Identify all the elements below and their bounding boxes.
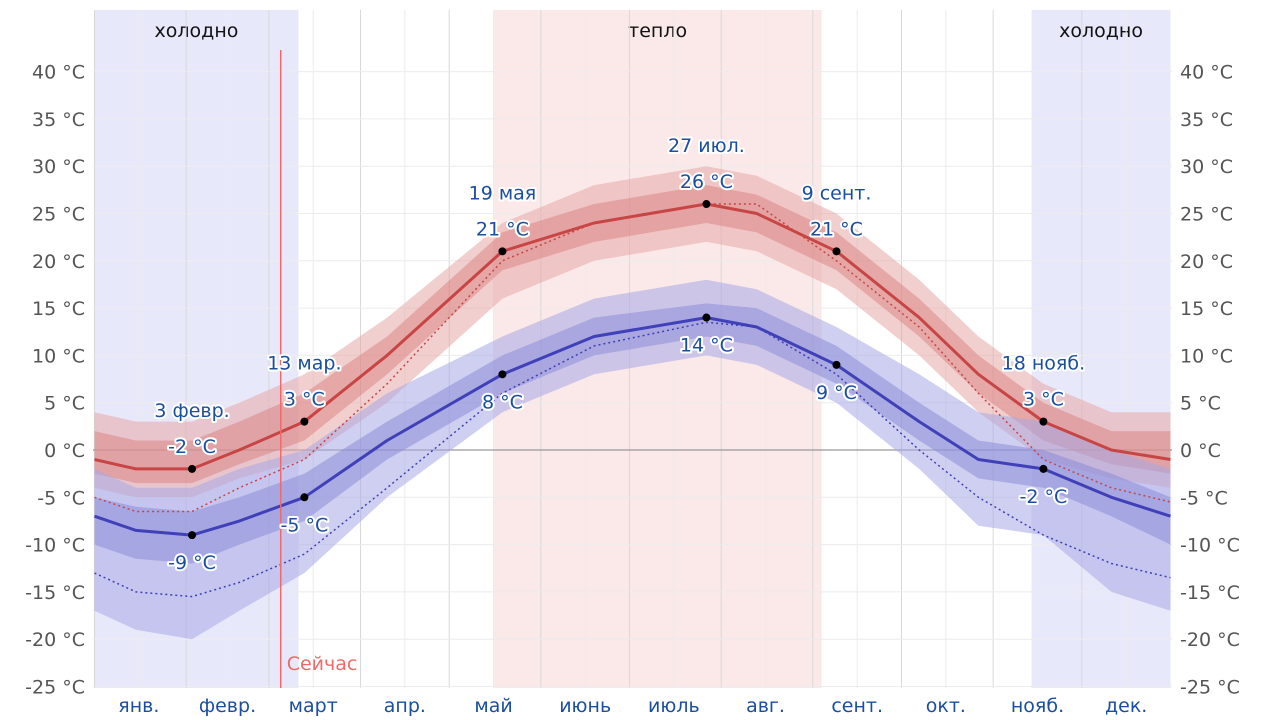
annotation-point — [832, 247, 841, 256]
month-label: июнь — [559, 695, 611, 717]
annotation-value: 3 °C — [1023, 389, 1064, 411]
range-band-outer — [94, 279, 1171, 640]
annotation-date: 27 июл. — [668, 135, 745, 157]
y-tick-label-left: 35 °C — [32, 109, 85, 131]
month-label: июль — [648, 695, 700, 717]
annotation-point — [188, 531, 197, 540]
annotation-value: -2 °C — [1020, 486, 1068, 508]
y-tick-label-left: -10 °C — [25, 535, 85, 557]
annotation-value: 8 °C — [482, 391, 523, 413]
month-label: янв. — [118, 695, 159, 717]
annotation-date: 19 мая — [469, 182, 537, 204]
month-label: март — [289, 695, 338, 717]
y-tick-label-right: 5 °C — [1180, 393, 1221, 415]
y-tick-label-right: 40 °C — [1180, 62, 1233, 84]
annotation-point — [498, 247, 507, 256]
y-tick-label-left: 20 °C — [32, 251, 85, 273]
annotation-value: -2 °C — [168, 436, 216, 458]
y-tick-label-left: 40 °C — [32, 62, 85, 84]
now-marker: Сейчас — [279, 50, 358, 688]
y-tick-label-right: 30 °C — [1180, 156, 1233, 178]
y-tick-label-left: 10 °C — [32, 345, 85, 367]
series-dotted-line — [94, 321, 1171, 598]
annotation-value: 26 °C — [680, 171, 733, 193]
annotation-date: 3 февр. — [154, 400, 229, 422]
annotation-value: 14 °C — [680, 335, 733, 357]
x-axis-months: янв. февр. март апр. май июнь июль авг. сент. окт… — [118, 695, 1147, 717]
month-label: февр. — [199, 695, 256, 717]
annotation-point — [498, 370, 507, 379]
y-tick-label-left: 0 °C — [44, 440, 85, 462]
y-tick-label-right: -20 °C — [1180, 629, 1240, 651]
y-tick-label-right: -10 °C — [1180, 535, 1240, 557]
series-lines — [94, 202, 1171, 598]
annotations: 3 февр. -2 °C -9 °C 13 мар. 3 °C -5 °C 19 мая 2… — [152, 133, 1087, 576]
y-tick-label-left: -15 °C — [25, 582, 85, 604]
y-tick-label-right: -5 °C — [1180, 487, 1228, 509]
y-tick-label-left: 25 °C — [32, 204, 85, 226]
y-tick-label-right: 20 °C — [1180, 251, 1233, 273]
annotation-value: -9 °C — [168, 552, 216, 574]
month-label: апр. — [384, 695, 426, 717]
annotation-point — [1039, 464, 1048, 473]
y-tick-label-right: 35 °C — [1180, 109, 1233, 131]
annotation-date: 13 мар. — [267, 353, 341, 375]
annotation-point — [300, 417, 309, 426]
month-label: нояб. — [1011, 695, 1064, 717]
y-tick-label-left: -20 °C — [25, 629, 85, 651]
y-tick-label-right: -15 °C — [1180, 582, 1240, 604]
annotation-value: -5 °C — [280, 514, 328, 536]
series-line — [94, 316, 1171, 537]
annotation-date: 9 сент. — [802, 182, 872, 204]
annotation-points — [188, 200, 1048, 540]
annotation-point — [300, 493, 309, 502]
y-tick-label-left: 30 °C — [32, 156, 85, 178]
annotation-point — [1039, 417, 1048, 426]
annotation-point — [832, 360, 841, 369]
annotation-point — [702, 313, 711, 322]
y-tick-label-left: -5 °C — [37, 487, 85, 509]
month-label: окт. — [926, 695, 966, 717]
annotation-value: 3 °C — [284, 389, 325, 411]
season-label: тепло — [628, 20, 687, 42]
series-line — [94, 202, 1171, 471]
annotation-value: 9 °C — [816, 382, 857, 404]
now-label: Сейчас — [287, 653, 358, 675]
month-label: дек. — [1105, 695, 1147, 717]
annotation-point — [702, 200, 711, 209]
season-label: холодно — [1059, 20, 1143, 42]
month-label: май — [474, 695, 512, 717]
season-label: холодно — [155, 20, 239, 42]
annotation-date: 18 нояб. — [1002, 353, 1085, 375]
y-tick-label-left: 5 °C — [44, 393, 85, 415]
y-axis-ticks: 40 °C 40 °C 35 °C 35 °C 30 °C 30 °C 25 °C 25 °C… — [25, 62, 1240, 699]
month-label: авг. — [746, 695, 785, 717]
y-tick-label-left: 15 °C — [32, 298, 85, 320]
month-label: сент. — [831, 695, 883, 717]
range-bands — [94, 166, 1171, 640]
y-tick-label-right: 15 °C — [1180, 298, 1233, 320]
annotation-value: 21 °C — [810, 218, 863, 240]
y-tick-label-right: 10 °C — [1180, 345, 1233, 367]
y-tick-label-left: -25 °C — [25, 677, 85, 699]
annotation-point — [188, 464, 197, 473]
y-tick-label-right: -25 °C — [1180, 677, 1240, 699]
y-tick-label-right: 0 °C — [1180, 440, 1221, 462]
y-tick-label-right: 25 °C — [1180, 204, 1233, 226]
annotation-value: 21 °C — [476, 218, 529, 240]
range-band-inner — [94, 303, 1171, 564]
range-band-inner — [94, 185, 1171, 484]
